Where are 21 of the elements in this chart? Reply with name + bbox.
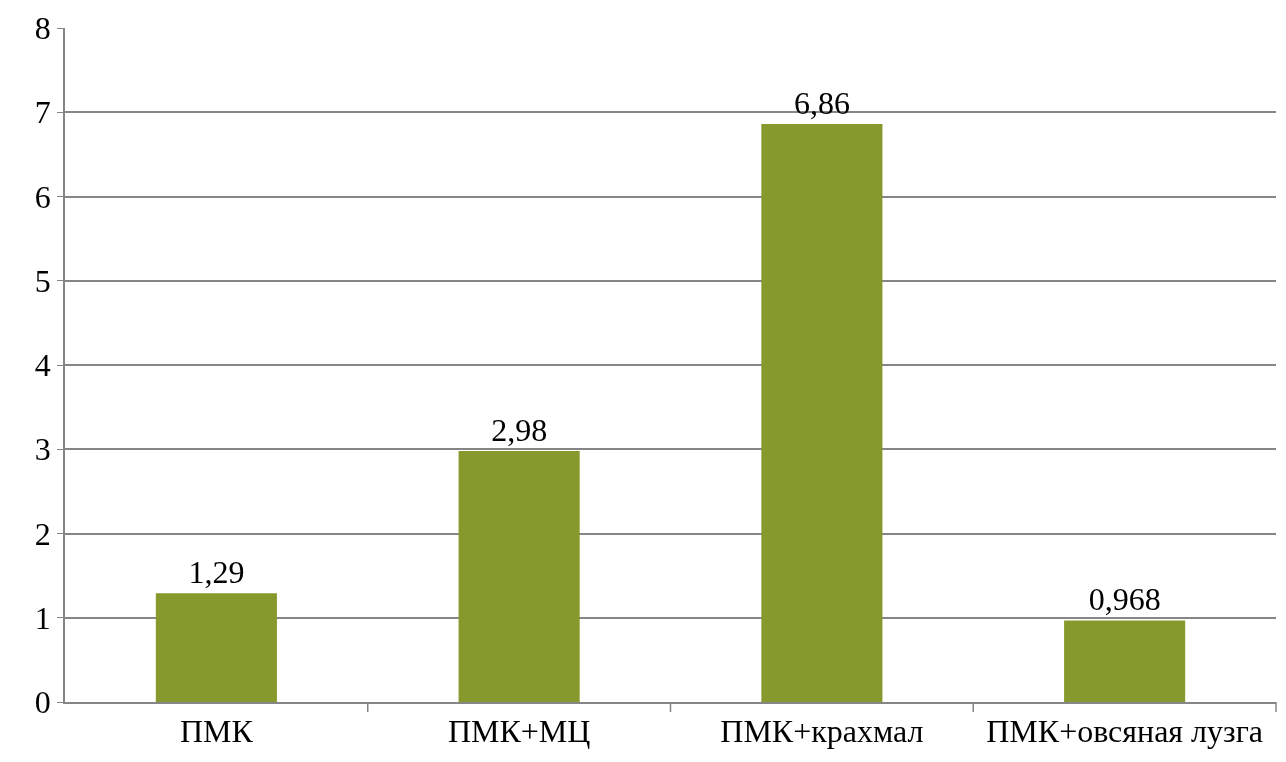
data-label: 0,968 — [1088, 581, 1161, 618]
y-tick-label: 2 — [34, 515, 51, 552]
y-tick-label: 4 — [34, 347, 51, 384]
y-tick-label: 0 — [34, 684, 51, 721]
y-tick-label: 3 — [34, 431, 51, 468]
y-tick-label: 5 — [34, 262, 51, 299]
data-label: 1,29 — [188, 554, 245, 591]
x-tick-label: ПМК — [179, 713, 254, 750]
bar — [458, 450, 580, 702]
bar — [761, 124, 883, 702]
bar — [1064, 620, 1186, 702]
x-tick-label: ПМК+овсяная лузга — [986, 713, 1264, 750]
y-tick-label: 8 — [34, 10, 51, 47]
x-tick-label: ПМК+МЦ — [447, 713, 591, 750]
data-label: 2,98 — [491, 411, 548, 448]
y-tick-label: 1 — [34, 599, 51, 636]
y-tick-label: 6 — [34, 178, 51, 215]
y-tick-label: 7 — [34, 94, 51, 131]
data-label: 6,86 — [793, 85, 850, 122]
x-tick-label: ПМК+крахмал — [720, 713, 924, 750]
bar — [155, 593, 277, 702]
